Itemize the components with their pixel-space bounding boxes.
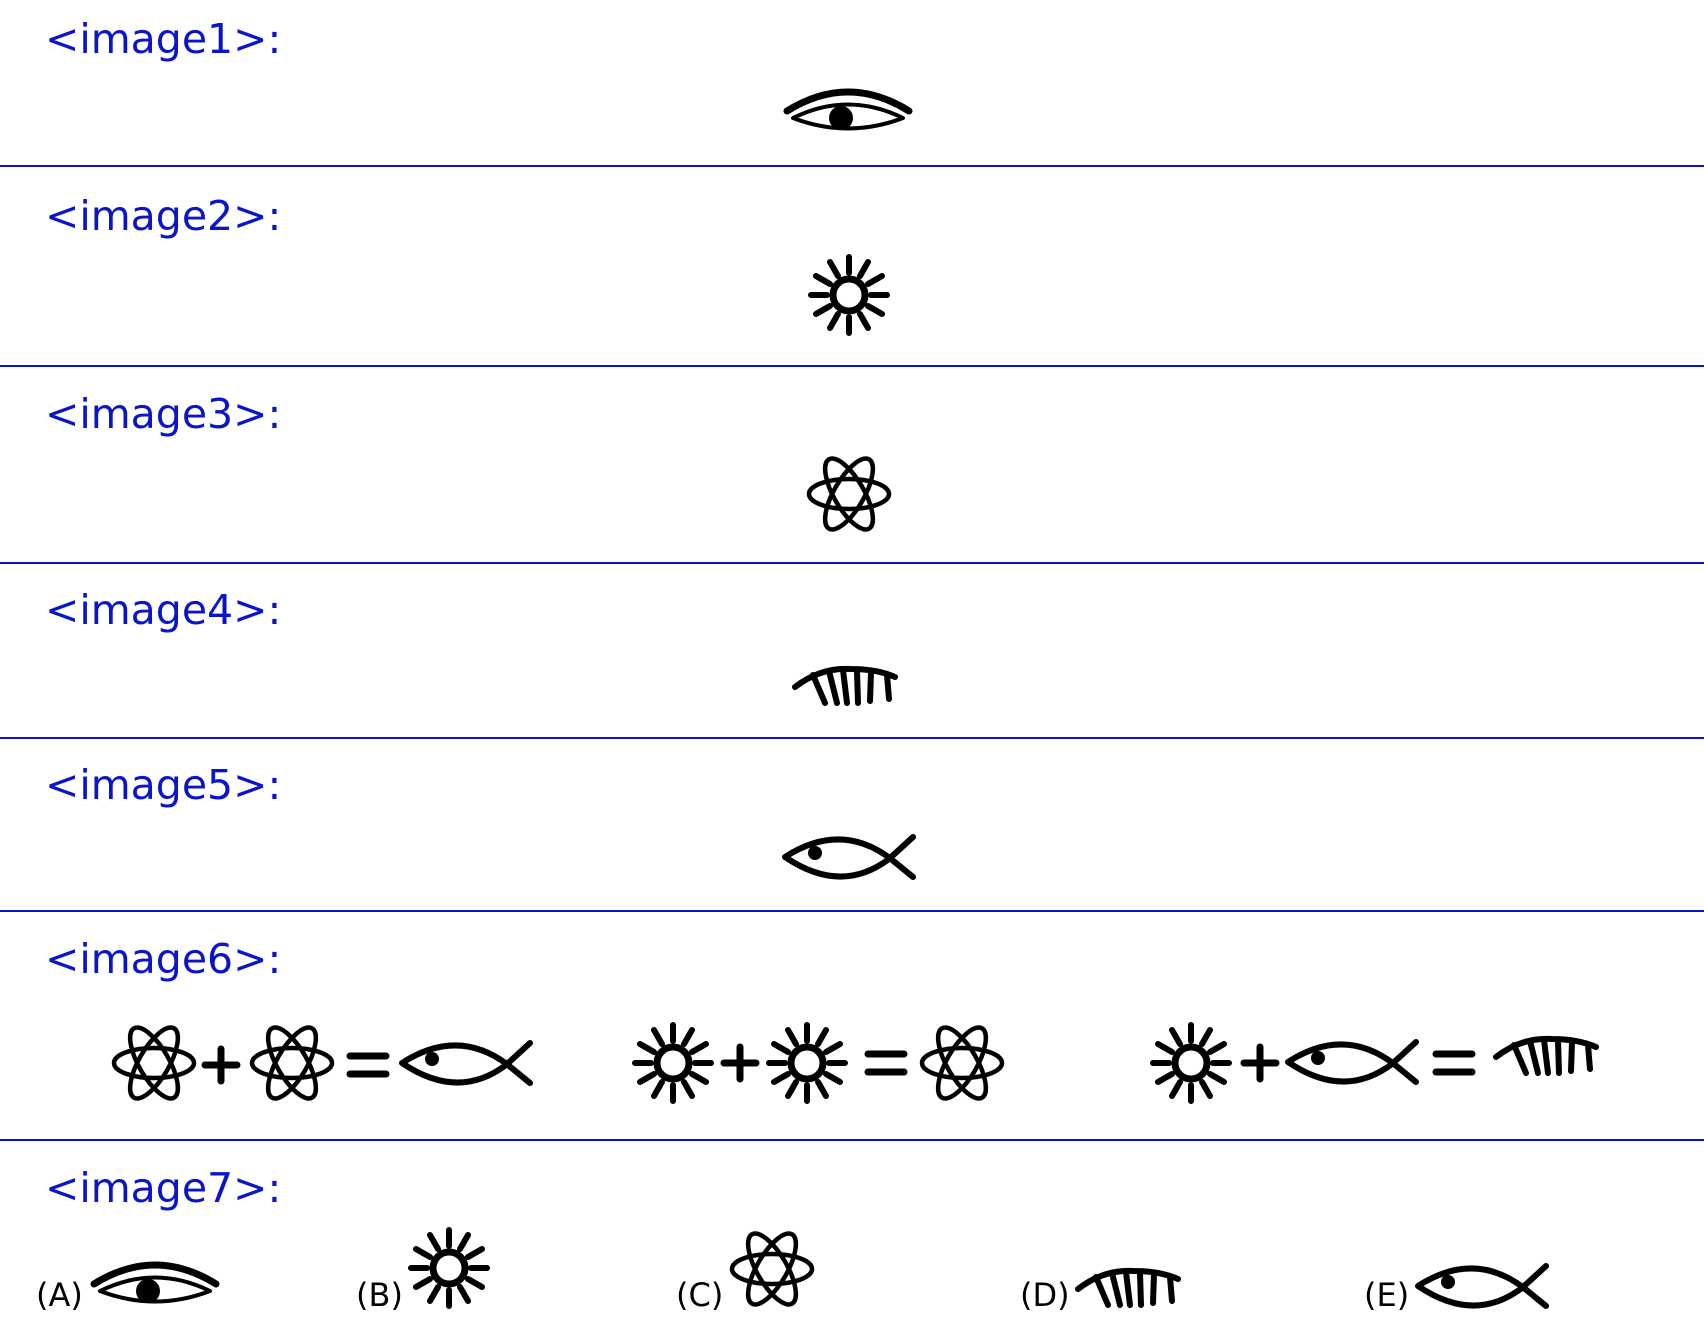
separator-5 (0, 910, 1704, 912)
sun-icon (808, 254, 890, 336)
option-d-label[interactable]: (D) (1020, 1276, 1070, 1314)
separator-1 (0, 165, 1704, 167)
option-e-label[interactable]: (E) (1364, 1276, 1410, 1314)
option-b-label[interactable]: (B) (356, 1276, 403, 1314)
comb-icon (1493, 1035, 1599, 1076)
atom-icon (111, 1025, 197, 1101)
plus-icon (201, 1045, 241, 1085)
eye-icon[interactable] (90, 1258, 220, 1308)
option-a-label[interactable]: (A) (36, 1276, 83, 1314)
comb-icon (792, 665, 898, 706)
fish-icon (782, 834, 916, 880)
separator-3 (0, 562, 1704, 564)
image6-label: <image6>: (45, 935, 282, 983)
separator-6 (0, 1139, 1704, 1141)
option-c-label[interactable]: (C) (676, 1276, 724, 1314)
fish-icon (399, 1040, 533, 1086)
image3-label: <image3>: (45, 390, 282, 438)
plus-icon (720, 1043, 760, 1083)
eye-icon (783, 88, 913, 131)
fish-icon (1285, 1039, 1419, 1085)
atom-icon (806, 456, 892, 532)
comb-icon[interactable] (1074, 1265, 1182, 1309)
equals-icon (346, 1052, 390, 1078)
image7-label: <image7>: (45, 1164, 282, 1212)
fish-icon[interactable] (1414, 1262, 1550, 1310)
sun-icon[interactable] (408, 1227, 490, 1309)
separator-2 (0, 365, 1704, 367)
plus-icon (1240, 1043, 1280, 1083)
equals-icon (1432, 1050, 1476, 1076)
image2-label: <image2>: (45, 192, 282, 240)
atom-icon[interactable] (728, 1229, 816, 1309)
separator-4 (0, 737, 1704, 739)
atom-icon (249, 1025, 335, 1101)
equals-icon (864, 1050, 908, 1076)
sun-icon (766, 1022, 848, 1104)
image1-label: <image1>: (45, 15, 282, 63)
atom-icon (919, 1025, 1005, 1101)
image4-label: <image4>: (45, 586, 282, 634)
sun-icon (632, 1022, 714, 1104)
image5-label: <image5>: (45, 761, 282, 809)
sun-icon (1150, 1022, 1232, 1104)
